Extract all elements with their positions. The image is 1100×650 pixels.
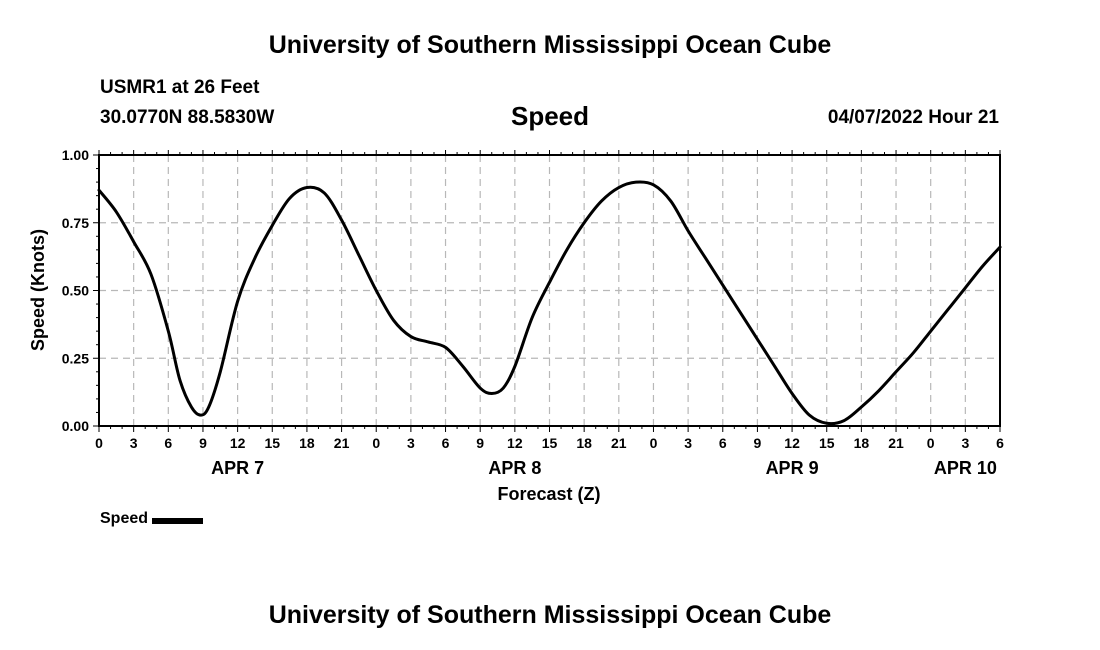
date-label: APR 10 [934, 458, 997, 478]
x-tick-label: 0 [372, 435, 380, 451]
x-tick-label: 0 [927, 435, 935, 451]
x-tick-label: 6 [164, 435, 172, 451]
chart-title: University of Southern Mississippi Ocean… [268, 31, 832, 59]
x-tick-label: 18 [854, 435, 870, 451]
x-tick-label: 0 [95, 435, 103, 451]
plot-frame [98, 154, 1001, 427]
station-label: USMR1 at 26 Feet [100, 77, 260, 98]
footer-title: University of Southern Mississippi Ocean… [268, 601, 832, 629]
station-coordinates: 30.0770N 88.5830W [100, 107, 275, 128]
x-tick-label: 6 [719, 435, 727, 451]
x-tick-label: 9 [476, 435, 484, 451]
x-tick-label: 21 [888, 435, 904, 451]
x-tick-label: 3 [961, 435, 969, 451]
y-tick-label: 0.50 [62, 283, 89, 299]
x-axis-title: Forecast (Z) [497, 484, 600, 504]
x-tick-label: 9 [199, 435, 207, 451]
x-tick-label: 12 [230, 435, 246, 451]
x-tick-label: 21 [611, 435, 627, 451]
x-tick-label: 18 [576, 435, 592, 451]
date-label: APR 9 [766, 458, 819, 478]
label-layer: 0 3 6 9 12 15 18 21 0 3 6 9 12 15 18 21 0 3 6 9 12 15 18 21 0 3 6 0… [62, 147, 1004, 478]
y-tick-label: 0.25 [62, 350, 89, 366]
date-label: APR 7 [211, 458, 264, 478]
y-tick-label: 0.75 [62, 215, 89, 231]
x-tick-label: 12 [507, 435, 523, 451]
variable-title: Speed [510, 101, 590, 131]
x-tick-label: 15 [819, 435, 835, 451]
legend-line-swatch [152, 517, 204, 524]
x-tick-label: 12 [784, 435, 800, 451]
x-tick-label: 6 [996, 435, 1004, 451]
y-tick-label: 1.00 [62, 147, 89, 163]
x-tick-label: 21 [334, 435, 350, 451]
x-tick-label: 18 [299, 435, 315, 451]
series-layer [97, 180, 1002, 426]
x-tick-label: 3 [130, 435, 138, 451]
y-tick-label: 0.00 [62, 418, 89, 434]
x-tick-label: 3 [407, 435, 415, 451]
date-label: APR 8 [488, 458, 541, 478]
legend: Speed [100, 510, 204, 528]
grid-layer [99, 155, 1000, 426]
legend-label: Speed [100, 510, 149, 527]
x-tick-label: 15 [264, 435, 280, 451]
y-axis-title: Speed (Knots) [28, 229, 48, 351]
x-tick-label: 0 [650, 435, 658, 451]
x-tick-label: 15 [542, 435, 558, 451]
x-tick-label: 3 [684, 435, 692, 451]
x-tick-label: 6 [442, 435, 450, 451]
series-line-speed [97, 180, 1002, 426]
x-tick-label: 9 [754, 435, 762, 451]
forecast-datetime: 04/07/2022 Hour 21 [827, 107, 999, 128]
